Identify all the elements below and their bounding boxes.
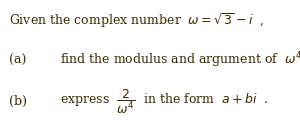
Text: (b): (b) <box>9 95 27 108</box>
Text: Given the complex number  $\omega = \sqrt{3} - i$  ,: Given the complex number $\omega = \sqrt… <box>9 11 264 30</box>
Text: find the modulus and argument of  $\omega^{4}$  .: find the modulus and argument of $\omega… <box>60 51 300 70</box>
Text: express  $\dfrac{2}{\omega^{4}}$  in the form  $a + bi$  .: express $\dfrac{2}{\omega^{4}}$ in the f… <box>60 88 268 116</box>
Text: (a): (a) <box>9 54 26 67</box>
